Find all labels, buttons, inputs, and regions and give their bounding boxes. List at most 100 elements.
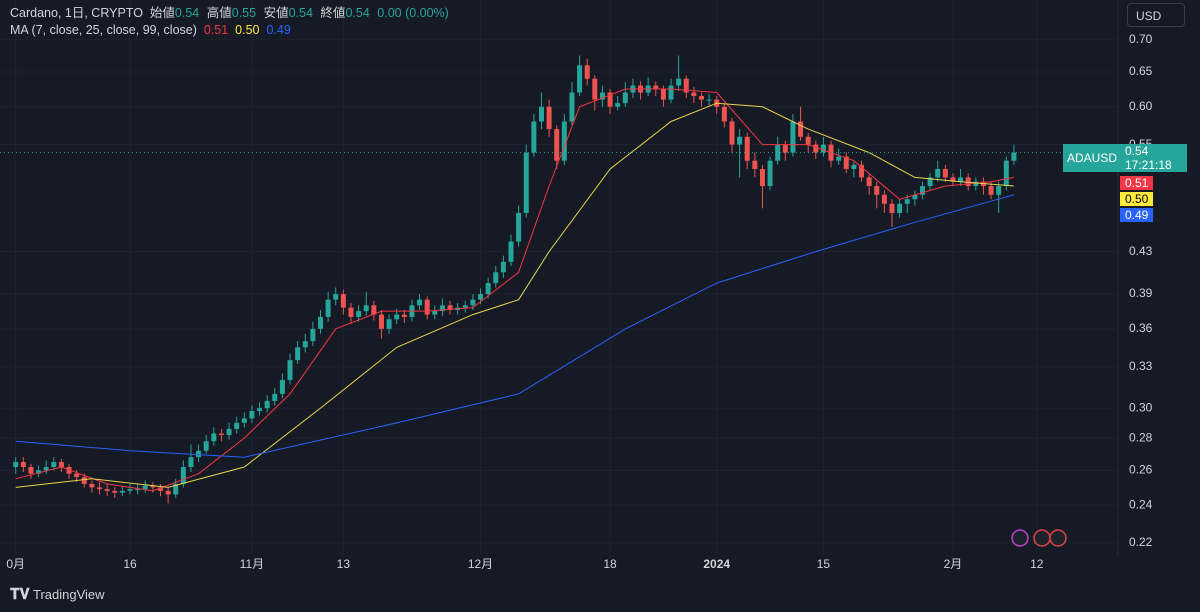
candle-body: [950, 177, 956, 182]
brand: TradingView: [33, 587, 105, 602]
currency-button[interactable]: USD: [1127, 3, 1185, 27]
y-tick-label: 0.24: [1129, 497, 1153, 511]
candle-body: [881, 194, 887, 204]
candle-body: [462, 305, 468, 308]
y-tick-label: 0.22: [1129, 535, 1153, 549]
candle-body: [310, 328, 316, 342]
candle-body: [43, 467, 49, 471]
candle-body: [897, 203, 903, 213]
countdown: 17:21:18: [1125, 158, 1172, 172]
x-tick-label: 12: [1030, 557, 1044, 571]
candle-body: [112, 490, 118, 493]
ma-line: [15, 102, 1014, 488]
candle-body: [386, 319, 392, 329]
ma-line: [15, 88, 1014, 492]
y-tick-label: 0.36: [1129, 321, 1153, 335]
candle-body: [683, 78, 689, 93]
x-tick-label: 18: [603, 557, 617, 571]
candle-body: [180, 467, 186, 484]
candle-body: [813, 144, 819, 153]
candle-body: [516, 212, 522, 242]
candle-body: [51, 462, 57, 468]
candle-body: [691, 92, 697, 97]
candle-body: [958, 177, 964, 182]
candle-body: [249, 411, 255, 419]
y-tick-label: 0.43: [1129, 244, 1153, 258]
candle-body: [927, 177, 933, 187]
candle-body: [287, 360, 293, 381]
ma-value: 0.51: [203, 23, 229, 37]
ohlc-label: 始値: [149, 6, 175, 20]
candle-body: [394, 314, 400, 320]
candle-body: [577, 65, 583, 93]
candle-body: [889, 203, 895, 213]
candle-body: [767, 160, 773, 187]
ma-tag: 0.50: [1120, 192, 1154, 206]
candle-body: [447, 305, 453, 310]
candle-body: [721, 106, 727, 122]
ohlc-value: 0.54: [345, 6, 370, 20]
candle-body: [74, 473, 80, 478]
candle-body: [782, 144, 788, 153]
candle-body: [615, 103, 621, 107]
candle-body: [668, 85, 674, 100]
candle-body: [836, 156, 842, 161]
candle-body: [135, 489, 141, 491]
event-icon: [1049, 529, 1067, 547]
candle-body: [295, 347, 301, 361]
candle-body: [592, 78, 598, 100]
ma-value: 0.49: [266, 23, 291, 37]
candle-body: [973, 181, 979, 187]
candle-body: [371, 305, 377, 315]
candle-body: [234, 422, 240, 429]
candle-body: [759, 168, 765, 187]
candle-body: [538, 106, 544, 122]
ohlc-value: 0.54: [174, 6, 200, 20]
indicator: MA (7, close, 25, close, 99, close): [10, 23, 197, 37]
candle-body: [790, 121, 796, 153]
candle-body: [89, 483, 95, 488]
candle-body: [843, 156, 849, 169]
candle-body: [226, 428, 232, 436]
indicator-row: MA (7, close, 25, close, 99, close) 0.51…: [10, 22, 453, 39]
candle-body: [706, 99, 712, 101]
candle-body: [478, 294, 484, 300]
change: 0.00 (0.00%): [377, 6, 449, 20]
candle-body: [607, 92, 613, 107]
candle-body: [432, 311, 438, 315]
ohlc-label: 高値: [206, 6, 232, 20]
candle-body: [363, 305, 369, 312]
candle-body: [500, 261, 506, 273]
y-tick-label: 0.39: [1129, 286, 1153, 300]
candle-body: [805, 136, 811, 145]
candle-body: [241, 418, 247, 423]
candle-body: [584, 65, 590, 79]
candle-body: [302, 341, 308, 348]
candle-body: [257, 408, 263, 412]
candle-body: [531, 121, 537, 153]
candle-body: [935, 168, 941, 178]
event-icon: [1033, 529, 1051, 547]
price-tag: 0.54 17:21:18: [1120, 144, 1187, 172]
candle-body: [119, 490, 125, 493]
candle-body: [965, 177, 971, 187]
candle-body: [874, 186, 880, 195]
x-tick-label: 11月: [240, 557, 264, 571]
candle-body: [196, 450, 202, 458]
candle-body: [439, 305, 445, 312]
candle-body: [417, 299, 423, 306]
candle-body: [744, 136, 750, 161]
price: 0.54: [1125, 144, 1149, 158]
candle-body: [523, 152, 529, 213]
candle-body: [279, 380, 285, 394]
candle-body: [904, 199, 910, 204]
candle-body: [325, 299, 331, 317]
ohlc-label: 安値: [263, 6, 289, 20]
candle-body: [66, 467, 72, 474]
candle-body: [218, 433, 224, 436]
candle-body: [13, 462, 19, 468]
candle-body: [851, 164, 857, 169]
candle-body: [173, 483, 179, 495]
candle-body: [142, 485, 148, 490]
